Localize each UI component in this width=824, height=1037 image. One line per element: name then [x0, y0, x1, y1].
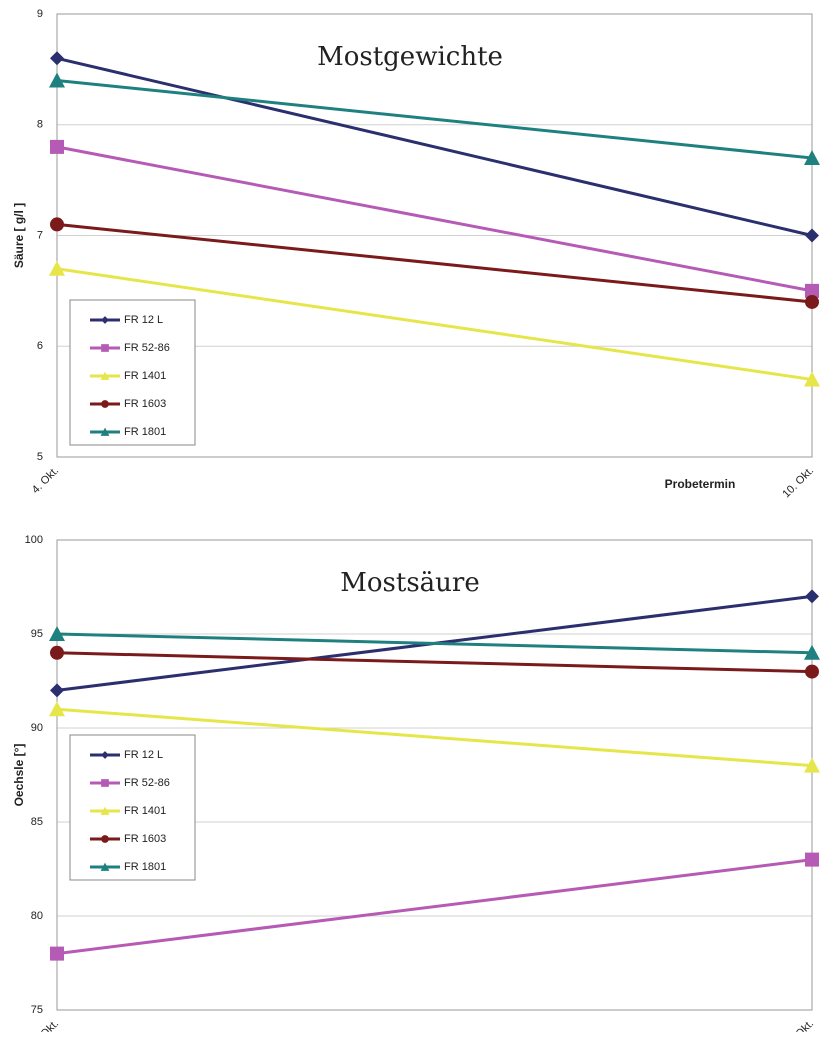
marker — [805, 664, 819, 679]
legend-label: FR 1603 — [124, 833, 166, 845]
y-tick-label: 6 — [37, 340, 43, 352]
marker — [804, 757, 820, 773]
x-tick-label: 10. Okt. — [780, 1018, 816, 1032]
marker — [50, 51, 64, 66]
legend-label: FR 12 L — [124, 749, 163, 761]
x-tick-label: 4. Okt. — [30, 465, 61, 496]
legend-label: FR 12 L — [124, 314, 163, 326]
legend-box — [69, 299, 196, 446]
y-tick-label: 75 — [31, 1004, 43, 1016]
y-tick-label: 100 — [25, 534, 43, 546]
marker — [50, 946, 64, 961]
legend-marker — [100, 862, 110, 871]
series-line — [56, 707, 813, 768]
plot-frame — [56, 539, 813, 1011]
marker — [49, 626, 65, 641]
legend-label: FR 1801 — [124, 861, 166, 873]
legend-label: FR 1801 — [124, 426, 166, 438]
chart-title: Mostgewichte — [317, 42, 503, 72]
y-tick-label: 90 — [31, 722, 43, 734]
series-line — [56, 78, 813, 160]
marker — [804, 644, 820, 660]
marker — [804, 371, 820, 387]
marker — [805, 294, 819, 309]
legend-marker — [100, 371, 110, 380]
legend-marker — [101, 400, 109, 408]
series-line — [56, 145, 813, 293]
marker — [49, 701, 65, 717]
legend-label: FR 1401 — [124, 805, 166, 817]
legend-label: FR 1401 — [124, 370, 166, 382]
x-axis-label: Probetermin — [665, 477, 736, 491]
marker — [50, 139, 64, 154]
y-tick-label: 7 — [37, 229, 43, 241]
legend-marker — [100, 806, 110, 815]
marker — [805, 852, 819, 867]
series-line — [56, 651, 813, 674]
legend-marker — [101, 344, 109, 352]
series-line — [56, 632, 813, 655]
series-line — [56, 56, 813, 237]
legend-label: FR 52-86 — [124, 777, 170, 789]
x-tick-label: 4. Okt. — [30, 1018, 61, 1032]
y-tick-label: 95 — [31, 628, 43, 640]
legend-marker — [101, 835, 109, 843]
y-axis-label: Säure [ g/l ] — [12, 203, 26, 268]
y-tick-label: 85 — [31, 816, 43, 828]
series-line — [56, 222, 813, 304]
marker — [805, 589, 819, 604]
x-tick-label: 10. Okt. — [780, 465, 816, 501]
series-line — [56, 267, 813, 381]
marker — [50, 645, 64, 660]
legend-marker — [101, 316, 109, 324]
marker — [805, 283, 819, 298]
chart-title: Mostsäure — [340, 568, 479, 598]
y-axis-label: Oechsle [°] — [12, 744, 26, 807]
marker — [804, 149, 820, 165]
legend-label: FR 52-86 — [124, 342, 170, 354]
legend-box — [69, 734, 196, 881]
legend-label: FR 1603 — [124, 398, 166, 410]
y-tick-label: 5 — [37, 451, 43, 463]
y-tick-label: 80 — [31, 910, 43, 922]
marker — [50, 683, 64, 698]
y-tick-label: 8 — [37, 119, 43, 131]
y-tick-label: 9 — [37, 8, 43, 20]
marker — [49, 260, 65, 276]
marker — [49, 72, 65, 88]
legend-marker — [100, 427, 110, 436]
marker — [50, 217, 64, 232]
marker — [805, 228, 819, 243]
series-line — [56, 858, 813, 956]
legend-marker — [101, 779, 109, 787]
